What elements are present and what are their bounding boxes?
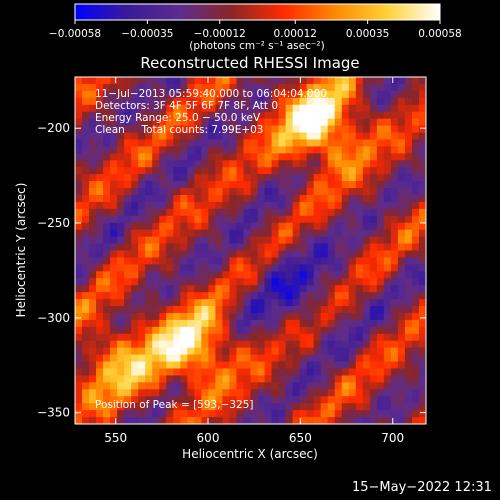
annotation-block: 11−Jul−2013 05:59:40.000 to 06:04:04.000… bbox=[95, 88, 327, 411]
annotation-total-counts: Clean Total counts: 7.99E+03 bbox=[95, 124, 264, 136]
x-tick-label: 700 bbox=[381, 431, 404, 445]
x-tick-label: 650 bbox=[289, 431, 312, 445]
colorbar-scale bbox=[74, 3, 441, 21]
annotation-energy-range: Energy Range: 25.0 − 50.0 keV bbox=[95, 112, 261, 124]
annotation-detectors: Detectors: 3F 4F 5F 6F 7F 8F, Att 0 bbox=[95, 100, 278, 112]
annotation-time-range: 11−Jul−2013 05:59:40.000 to 06:04:04.000 bbox=[95, 88, 327, 100]
x-tick-label: 550 bbox=[104, 431, 127, 445]
plot-frame bbox=[74, 76, 427, 425]
annotation-peak-position: Position of Peak = [593,−325] bbox=[95, 399, 254, 411]
colorbar-unit-label: (photons cm⁻² s⁻¹ asec⁻²) bbox=[189, 40, 324, 52]
x-axis-label: Heliocentric X (arcsec) bbox=[182, 447, 318, 461]
x-tick-label: 600 bbox=[197, 431, 220, 445]
footer-timestamp: 15−May−2022 12:31 bbox=[352, 480, 492, 495]
colorbar-tick-label: 0.00012 bbox=[274, 28, 317, 40]
y-tick-label: −200 bbox=[37, 121, 70, 135]
y-axis-label: Heliocentric Y (arcsec) bbox=[14, 183, 28, 318]
y-tick-label: −350 bbox=[37, 406, 70, 420]
heatmap-image bbox=[75, 77, 426, 424]
y-tick-label: −300 bbox=[37, 311, 70, 325]
colorbar-tick-label: −0.00058 bbox=[49, 28, 101, 40]
y-tick-label: −250 bbox=[37, 216, 70, 230]
colorbar-tick-label: −0.00012 bbox=[194, 28, 246, 40]
colorbar: −0.00058 −0.00035 −0.00012 0.00012 0.00035 0.… bbox=[49, 3, 462, 52]
chart-title: Reconstructed RHESSI Image bbox=[140, 54, 359, 72]
colorbar-tick-label: −0.00035 bbox=[121, 28, 173, 40]
colorbar-tick-label: 0.00035 bbox=[346, 28, 389, 40]
colorbar-tick-label: 0.00058 bbox=[418, 28, 461, 40]
